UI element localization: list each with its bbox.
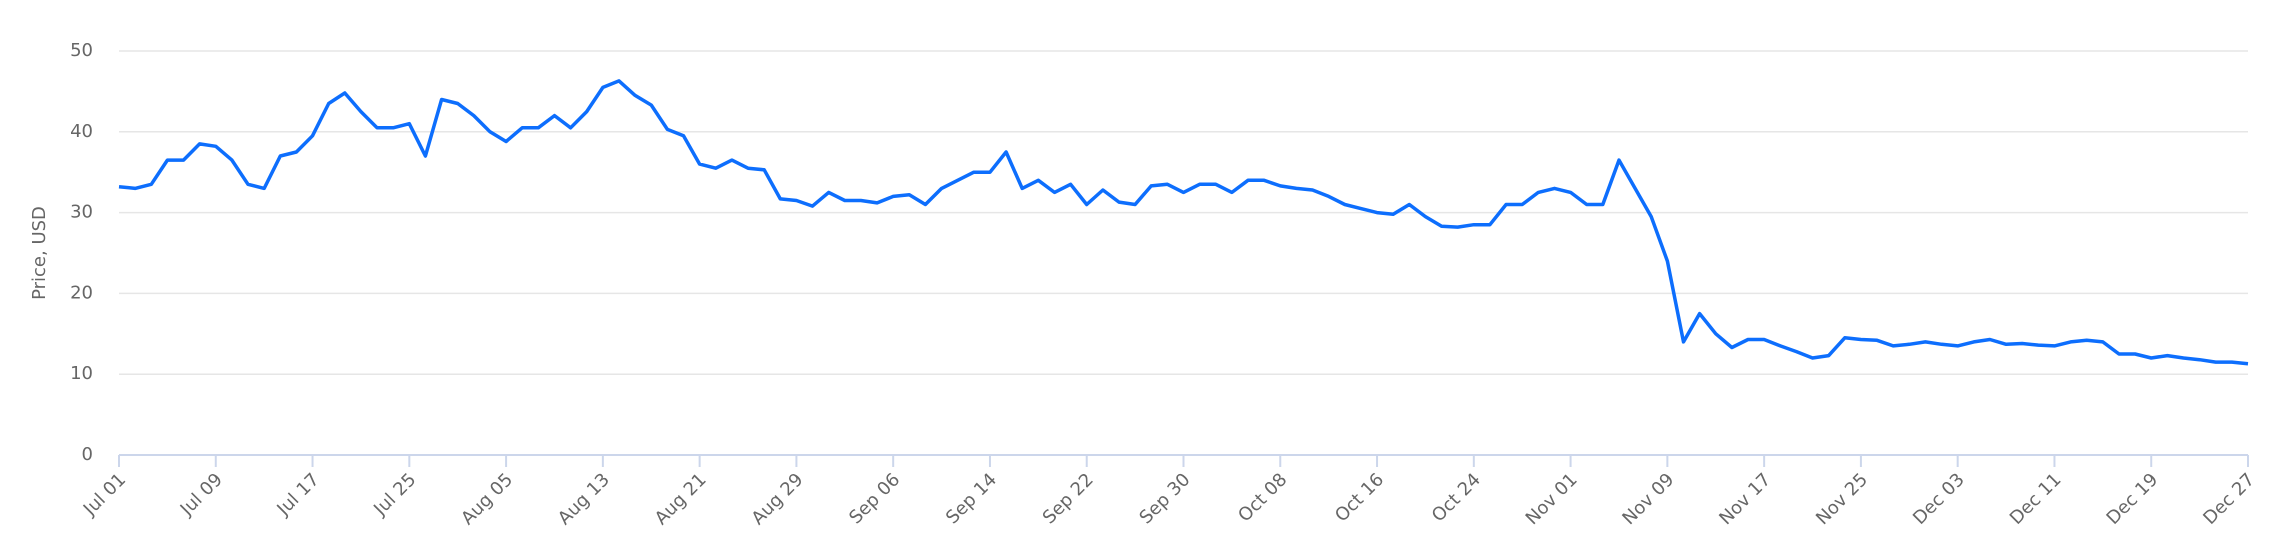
x-tick-label: Sep 30 bbox=[1135, 469, 1194, 528]
x-tick-label: Sep 22 bbox=[1039, 469, 1098, 528]
y-tick-label: 50 bbox=[70, 40, 93, 61]
y-tick-label: 10 bbox=[70, 363, 93, 384]
x-tick-label: Jul 17 bbox=[272, 469, 323, 520]
y-axis-label: Price, USD bbox=[29, 206, 50, 300]
x-tick-label: Jul 01 bbox=[79, 469, 130, 520]
x-tick-label: Oct 16 bbox=[1331, 469, 1388, 526]
x-tick-label: Oct 24 bbox=[1428, 469, 1485, 526]
y-tick-label: 40 bbox=[70, 121, 93, 142]
x-tick-label: Dec 19 bbox=[2103, 469, 2163, 529]
x-tick-label: Dec 03 bbox=[1909, 469, 1969, 529]
y-tick-label: 20 bbox=[70, 282, 93, 303]
x-tick-label: Nov 17 bbox=[1715, 469, 1775, 529]
y-tick-label: 0 bbox=[82, 444, 93, 465]
x-tick-label: Nov 25 bbox=[1812, 469, 1872, 529]
x-tick-label: Jul 09 bbox=[176, 469, 227, 520]
x-tick-label: Dec 27 bbox=[2199, 469, 2259, 529]
x-tick-label: Jul 25 bbox=[369, 469, 420, 520]
price-line bbox=[118, 79, 2249, 366]
x-tick-label: Oct 08 bbox=[1234, 469, 1291, 526]
x-tick-label: Sep 06 bbox=[845, 469, 904, 528]
x-tick-label: Aug 29 bbox=[748, 469, 808, 529]
x-tick-label: Aug 13 bbox=[554, 469, 614, 529]
x-tick-label: Sep 14 bbox=[942, 469, 1001, 528]
y-tick-label: 30 bbox=[70, 202, 93, 223]
x-tick-label: Nov 09 bbox=[1618, 469, 1678, 529]
x-tick-label: Aug 05 bbox=[457, 469, 517, 529]
x-tick-label: Nov 01 bbox=[1522, 469, 1582, 529]
x-tick-label: Aug 21 bbox=[651, 469, 711, 529]
x-tick-label: Dec 11 bbox=[2006, 469, 2066, 529]
